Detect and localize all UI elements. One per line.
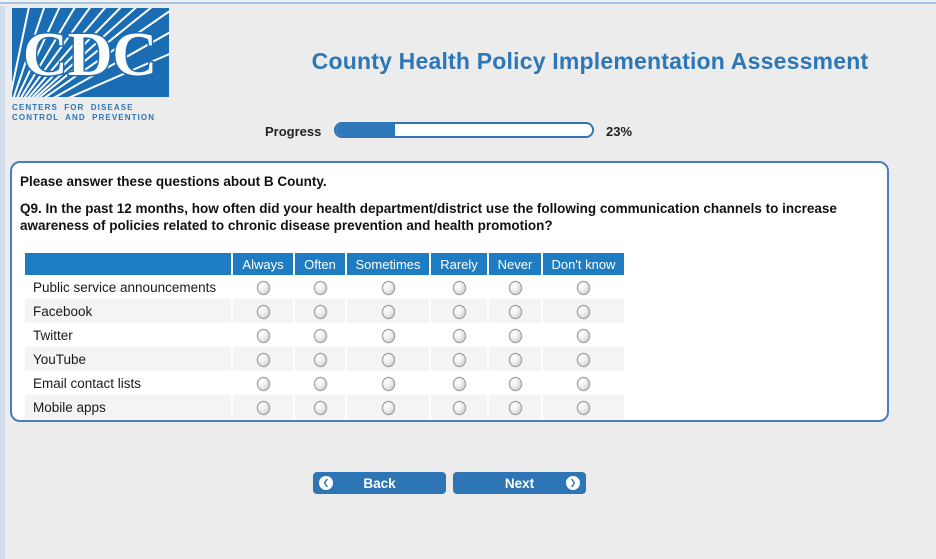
radio-email-contact-lists-always[interactable] [256,376,270,391]
intro-text: Please answer these questions about B Co… [20,174,327,189]
cdc-logo: CDC CENTERS FOR DISEASE CONTROL AND PREV… [12,8,169,123]
radio-email-contact-lists-never[interactable] [508,376,522,391]
radio-youtube-don-t-know[interactable] [577,352,590,367]
radio-public-service-announcements-never[interactable] [508,280,522,295]
next-arrow-icon: ❯ [566,476,580,490]
radio-mobile-apps-sometimes[interactable] [381,400,395,415]
radio-public-service-announcements-sometimes[interactable] [381,280,395,295]
table-row-facebook: Facebook [25,299,624,323]
table-row-email-contact-lists: Email contact lists [25,371,624,395]
radio-mobile-apps-always[interactable] [256,400,270,415]
radio-mobile-apps-often[interactable] [313,400,327,415]
progress-percent: 23% [606,124,633,139]
radio-mobile-apps-rarely[interactable] [452,400,466,415]
table-row-mobile-apps: Mobile apps [25,395,624,419]
radio-email-contact-lists-often[interactable] [313,376,327,391]
table-header-row: Always Often Sometimes Rarely Never Don't kno… [25,253,624,275]
radio-youtube-rarely[interactable] [452,352,466,367]
radio-twitter-don-t-know[interactable] [577,328,590,343]
back-button[interactable]: ❮ Back [313,472,446,494]
radio-public-service-announcements-always[interactable] [256,280,270,295]
cdc-logo-line2: CONTROL AND PREVENTION [12,113,156,122]
radio-mobile-apps-never[interactable] [508,400,522,415]
radio-twitter-sometimes[interactable] [381,328,395,343]
progress-section: Progress 23% [0,122,936,140]
next-button-label: Next [504,475,535,491]
progress-label: Progress [265,124,322,139]
radio-email-contact-lists-rarely[interactable] [452,376,466,391]
column-header-often: Often [293,253,345,275]
column-header-rarely: Rarely [429,253,487,275]
row-label-facebook: Facebook [25,299,231,323]
radio-twitter-rarely[interactable] [452,328,466,343]
radio-email-contact-lists-don-t-know[interactable] [577,376,590,391]
column-header-don-t-know: Don't know [541,253,624,275]
radio-youtube-sometimes[interactable] [381,352,395,367]
radio-youtube-always[interactable] [256,352,270,367]
question-text: Q9. In the past 12 months, how often did… [20,200,878,234]
cdc-rays-graphic: CDC [12,8,169,97]
back-button-label: Back [363,475,396,491]
row-label-youtube: YouTube [25,347,231,371]
radio-facebook-rarely[interactable] [452,304,466,319]
back-arrow-icon: ❮ [319,476,333,490]
radio-facebook-always[interactable] [256,304,270,319]
next-button[interactable]: Next ❯ [453,472,586,494]
question-body: In the past 12 months, how often did you… [20,201,837,233]
radio-facebook-sometimes[interactable] [381,304,395,319]
column-header-always: Always [231,253,293,275]
row-label-mobile-apps: Mobile apps [25,395,231,419]
radio-facebook-never[interactable] [508,304,522,319]
radio-facebook-don-t-know[interactable] [577,304,590,319]
radio-public-service-announcements-rarely[interactable] [452,280,466,295]
radio-twitter-always[interactable] [256,328,270,343]
cdc-logo-box: CDC [12,8,169,97]
table-row-public-service-announcements: Public service announcements [25,275,624,299]
table-row-youtube: YouTube [25,347,624,371]
row-label-email-contact-lists: Email contact lists [33,375,142,391]
response-table: Always Often Sometimes Rarely Never Don't kno… [25,253,624,419]
column-header-sometimes: Sometimes [345,253,429,275]
progress-bar [334,122,594,138]
question-number: Q9. [20,201,42,216]
cdc-logo-line1: CENTERS FOR DISEASE [12,103,134,112]
question-panel: Please answer these questions about B Co… [10,161,889,422]
column-header-empty [25,253,231,275]
radio-public-service-announcements-often[interactable] [313,280,327,295]
row-label-public-service-announcements: Public service announcements [33,279,217,295]
radio-twitter-often[interactable] [313,328,327,343]
progress-fill [336,124,395,136]
window-left-edge [0,6,5,559]
radio-twitter-never[interactable] [508,328,522,343]
radio-mobile-apps-don-t-know[interactable] [577,400,590,415]
radio-youtube-often[interactable] [313,352,327,367]
page-title: County Health Policy Implementation Asse… [311,48,869,74]
radio-email-contact-lists-sometimes[interactable] [381,376,395,391]
radio-facebook-often[interactable] [313,304,327,319]
cdc-logo-acronym: CDC [23,21,157,89]
table-row-twitter: Twitter [25,323,624,347]
column-header-never: Never [487,253,541,275]
nav-buttons: ❮ Back Next ❯ [313,472,586,494]
radio-youtube-never[interactable] [508,352,522,367]
row-label-twitter: Twitter [33,327,73,343]
browser-top-strip [0,0,936,4]
radio-public-service-announcements-don-t-know[interactable] [577,280,590,295]
